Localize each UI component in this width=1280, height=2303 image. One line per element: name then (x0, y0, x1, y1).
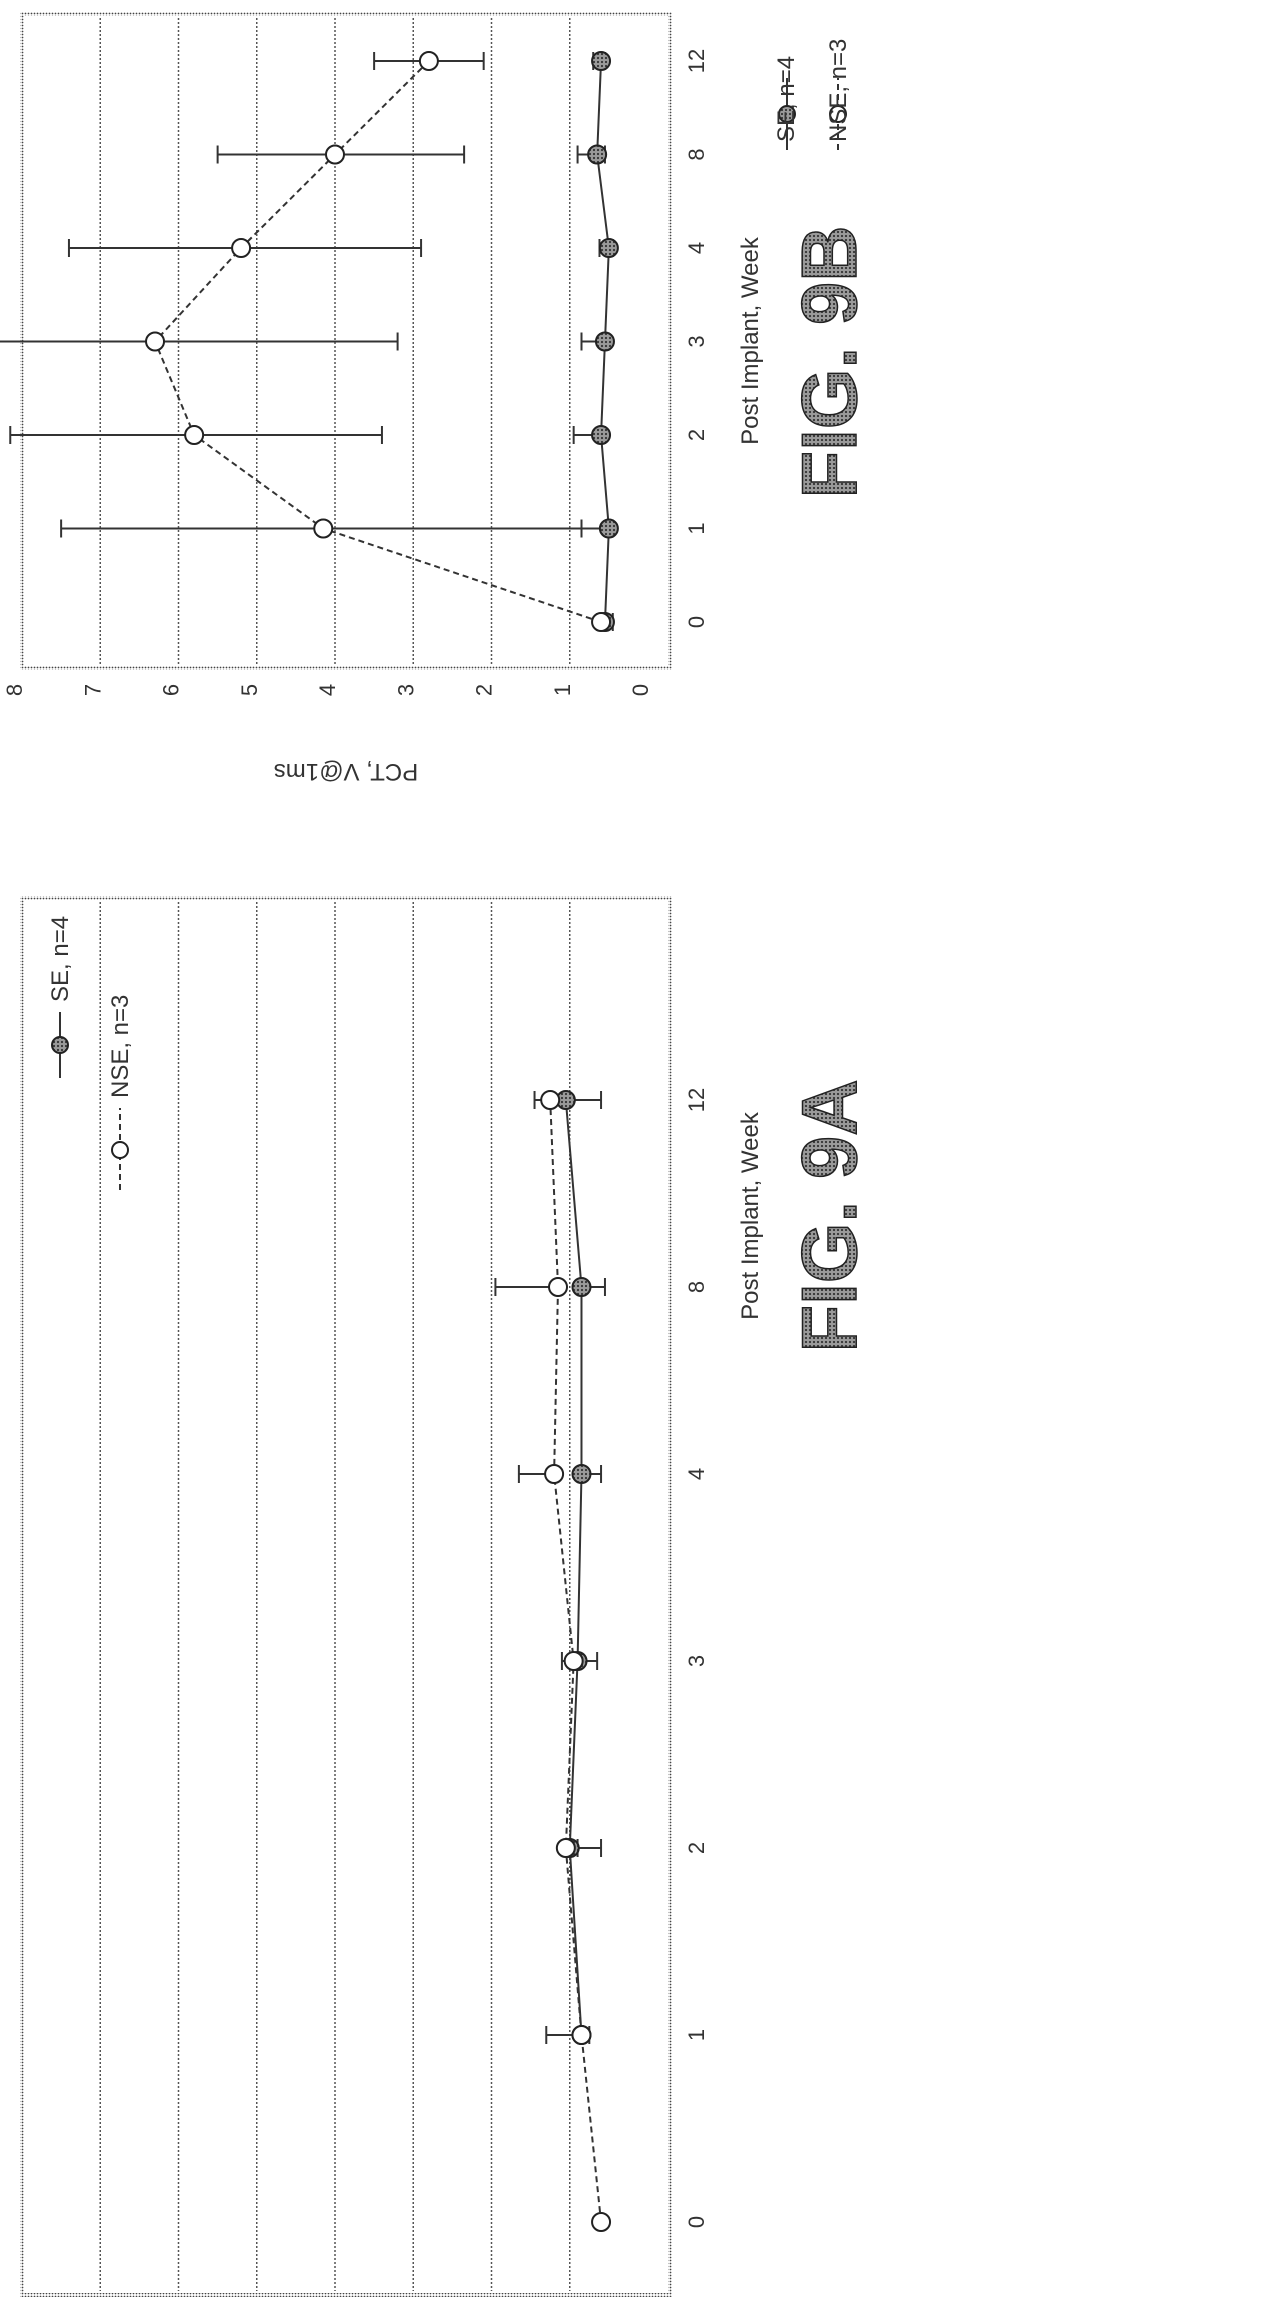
y-tick-label: 8 (2, 684, 27, 696)
data-point-nse (313, 518, 334, 539)
x-tick-label: 1 (684, 2029, 709, 2041)
x-tick-label: 8 (684, 148, 709, 160)
data-point-se (591, 51, 612, 71)
x-tick-label: 8 (684, 1281, 709, 1293)
data-point-se (587, 144, 608, 165)
series-markers (145, 51, 619, 632)
data-point-nse (563, 1651, 584, 1671)
data-point-nse (591, 2212, 612, 2232)
x-tick-label: 0 (684, 2216, 709, 2228)
x-tick-label: 1 (684, 522, 709, 534)
data-point-nse (145, 331, 166, 352)
legend-label-nse: NSE, n=3 (107, 995, 134, 1098)
legend-marker-nse (111, 1141, 129, 1159)
plot-frame (20, 896, 672, 2297)
data-point-nse (555, 1838, 576, 1858)
y-tick-label: 5 (237, 684, 262, 696)
figure-label-9a: FIG. 9A (785, 1079, 873, 1352)
legend-marker-nse (829, 105, 847, 123)
grid-lines (99, 902, 571, 2291)
legend-label-se: SE, n=4 (47, 916, 74, 1002)
data-point-se (591, 425, 612, 445)
data-point-nse (418, 51, 439, 71)
data-point-nse (591, 612, 612, 632)
data-point-se (571, 1464, 592, 1484)
y-tick-label: 4 (315, 684, 340, 696)
series-markers (540, 1090, 612, 2232)
series-line-se (564, 1099, 583, 2036)
x-tick-label: 3 (684, 335, 709, 347)
legend: SE, n=4 NSE, n=3 (47, 916, 134, 1190)
error-bars (0, 52, 614, 631)
data-point-se (598, 518, 619, 539)
data-point-nse (571, 2025, 592, 2045)
x-axis-label: Post Implant, Week (737, 236, 764, 445)
x-tick-label: 2 (684, 429, 709, 441)
x-tick-label: 3 (684, 1655, 709, 1667)
x-tick-label: 0 (684, 616, 709, 628)
error-bars (494, 1091, 606, 2044)
error-bar (0, 332, 399, 351)
data-point-nse (184, 425, 205, 445)
data-point-se (594, 331, 615, 352)
data-point-se (571, 1277, 592, 1297)
y-tick-label: 1 (550, 684, 575, 696)
y-tick-label: 7 (80, 684, 105, 696)
x-axis-label: Post Implant, Week (737, 1111, 764, 1320)
error-bar (494, 1278, 559, 1296)
legend: SE, n=4 NSE, n=3 (773, 39, 852, 150)
data-point-nse (325, 144, 345, 165)
data-point-nse (548, 1277, 569, 1297)
x-tick-label: 12 (684, 1088, 709, 1112)
x-tick-label: 2 (684, 1842, 709, 1854)
x-tick-label: 4 (684, 1468, 709, 1480)
legend-label-se: SE, n=4 (773, 56, 800, 142)
data-point-nse (544, 1464, 565, 1484)
x-tick-label: 4 (684, 242, 709, 254)
data-point-nse (231, 238, 252, 258)
y-tick-label: 2 (472, 684, 497, 696)
data-point-nse (540, 1090, 561, 1110)
data-point-se (598, 238, 619, 258)
y-tick-labels: 0 1 2 3 4 5 6 7 8 (2, 684, 653, 696)
y-tick-label: 0 (628, 684, 653, 696)
y-tick-label: 3 (393, 684, 418, 696)
y-axis-label: PCT, V@1ms (274, 758, 418, 785)
figure-label-9b: FIG. 9B (785, 225, 873, 498)
legend-marker-se (51, 1036, 69, 1054)
legend-label-nse: NSE, n=3 (825, 39, 852, 142)
y-tick-label: 6 (159, 684, 184, 696)
x-tick-label: 12 (684, 49, 709, 73)
legend-marker-se (778, 105, 796, 123)
